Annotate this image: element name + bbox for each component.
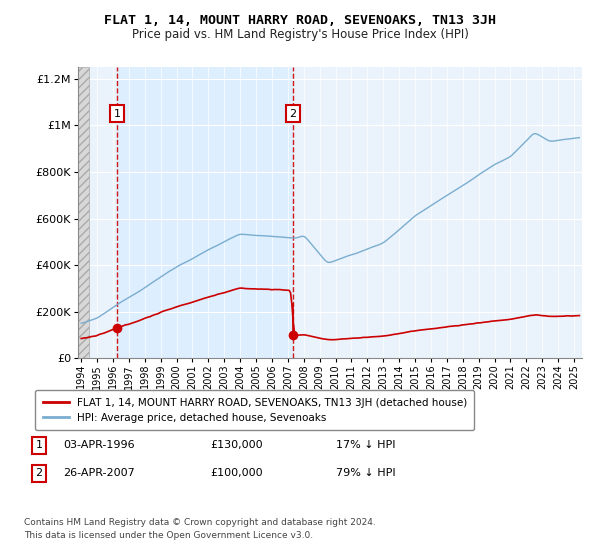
Text: £100,000: £100,000 xyxy=(210,468,263,478)
Text: FLAT 1, 14, MOUNT HARRY ROAD, SEVENOAKS, TN13 3JH: FLAT 1, 14, MOUNT HARRY ROAD, SEVENOAKS,… xyxy=(104,14,496,27)
Text: 79% ↓ HPI: 79% ↓ HPI xyxy=(336,468,395,478)
Text: Price paid vs. HM Land Registry's House Price Index (HPI): Price paid vs. HM Land Registry's House … xyxy=(131,28,469,41)
Text: 03-APR-1996: 03-APR-1996 xyxy=(63,440,134,450)
Text: 2: 2 xyxy=(35,468,43,478)
Legend: FLAT 1, 14, MOUNT HARRY ROAD, SEVENOAKS, TN13 3JH (detached house), HPI: Average: FLAT 1, 14, MOUNT HARRY ROAD, SEVENOAKS,… xyxy=(35,390,475,430)
Text: This data is licensed under the Open Government Licence v3.0.: This data is licensed under the Open Gov… xyxy=(24,531,313,540)
Text: 1: 1 xyxy=(35,440,43,450)
Text: £130,000: £130,000 xyxy=(210,440,263,450)
Bar xyxy=(117,67,293,358)
Text: Contains HM Land Registry data © Crown copyright and database right 2024.: Contains HM Land Registry data © Crown c… xyxy=(24,518,376,527)
Bar xyxy=(78,67,89,358)
Text: 1: 1 xyxy=(113,109,121,119)
Text: 17% ↓ HPI: 17% ↓ HPI xyxy=(336,440,395,450)
Text: 2: 2 xyxy=(290,109,296,119)
Text: 26-APR-2007: 26-APR-2007 xyxy=(63,468,135,478)
